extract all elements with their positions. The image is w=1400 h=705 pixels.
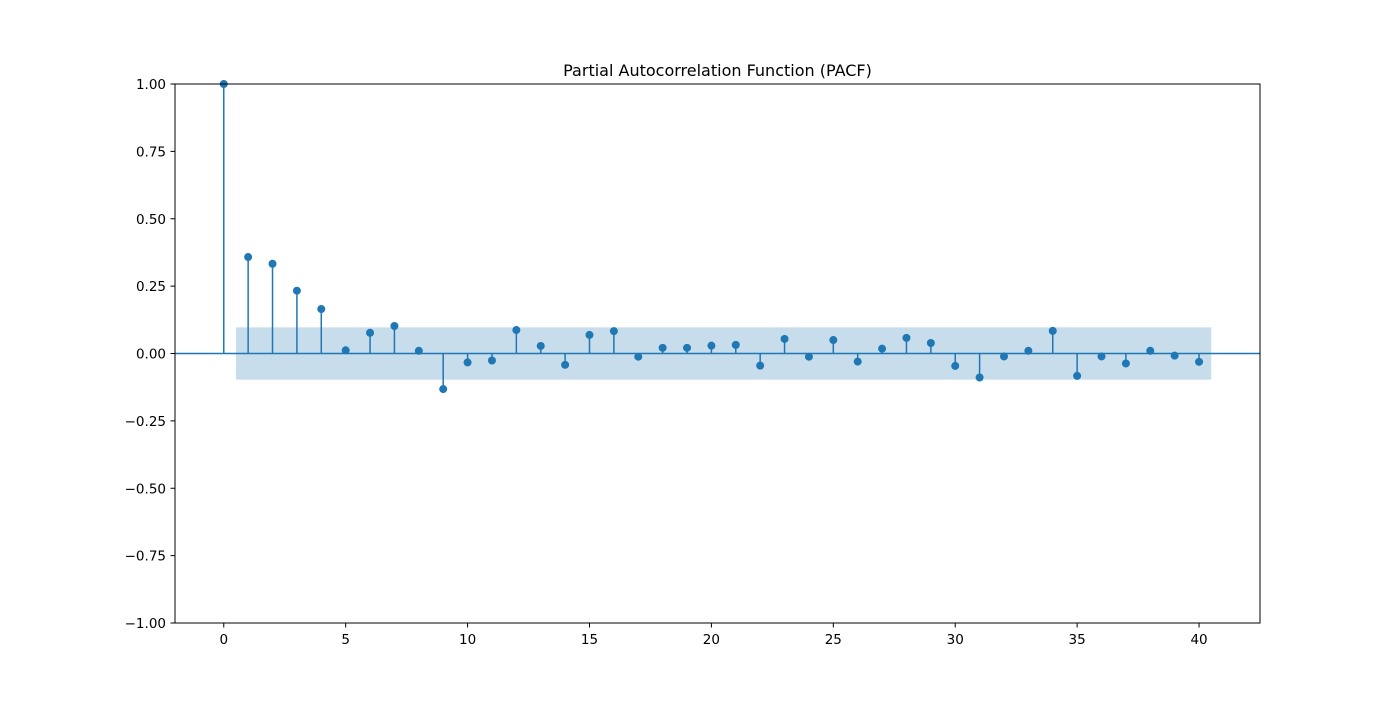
y-tick-label: 0.50 [136, 212, 166, 228]
marker-lag-32 [999, 352, 1008, 361]
x-tick-label: 20 [703, 632, 720, 648]
stem-layer [175, 80, 1260, 394]
marker-lag-10 [463, 358, 472, 367]
marker-lag-22 [756, 361, 765, 370]
x-tick-label: 10 [459, 632, 476, 648]
y-tick-label: 0.75 [136, 144, 166, 160]
marker-lag-34 [1048, 326, 1057, 335]
marker-lag-14 [561, 360, 570, 369]
marker-lag-3 [292, 286, 301, 295]
x-tick-label: 30 [947, 632, 964, 648]
marker-lag-31 [975, 373, 984, 382]
marker-lag-33 [1024, 346, 1033, 355]
y-tick-label: −1.00 [125, 616, 166, 632]
x-tick-label: 15 [581, 632, 598, 648]
x-tick-label: 0 [219, 632, 228, 648]
marker-lag-15 [585, 330, 594, 339]
marker-lag-5 [341, 346, 350, 355]
marker-lag-37 [1121, 359, 1130, 368]
marker-lag-8 [414, 346, 423, 355]
marker-lag-20 [707, 341, 716, 350]
marker-lag-30 [951, 361, 960, 370]
marker-lag-39 [1170, 351, 1179, 360]
marker-lag-9 [439, 385, 448, 394]
marker-lag-28 [902, 333, 911, 342]
y-tick-label: 0.25 [136, 279, 166, 295]
marker-lag-13 [536, 341, 545, 350]
marker-lag-7 [390, 322, 399, 331]
x-tick-label: 25 [825, 632, 842, 648]
y-tick-label: −0.50 [125, 481, 166, 497]
marker-lag-17 [634, 352, 643, 361]
marker-lag-19 [683, 343, 692, 352]
marker-lag-38 [1146, 346, 1155, 355]
y-tick-label: −0.75 [125, 549, 166, 565]
marker-lag-40 [1195, 357, 1204, 366]
marker-lag-12 [512, 326, 521, 335]
marker-lag-21 [731, 340, 740, 349]
marker-lag-11 [487, 356, 496, 365]
chart-title: Partial Autocorrelation Function (PACF) [563, 61, 872, 80]
x-tick-label: 5 [341, 632, 350, 648]
y-tick-label: 1.00 [136, 77, 166, 93]
axis-layer: 0 5 10 15 20 25 30 35 40 1.00 0.75 0.50 0.25 0.00 −0.2… [125, 77, 1261, 648]
marker-lag-6 [366, 328, 375, 337]
marker-lag-25 [829, 336, 838, 345]
x-tick-label: 35 [1069, 632, 1086, 648]
marker-lag-18 [658, 343, 667, 352]
marker-lag-36 [1097, 352, 1106, 361]
marker-lag-24 [804, 352, 813, 361]
marker-lag-27 [878, 344, 887, 353]
marker-lag-23 [780, 334, 789, 343]
marker-lag-16 [609, 327, 618, 336]
marker-lag-35 [1073, 371, 1082, 380]
marker-lag-2 [268, 259, 277, 268]
marker-lag-1 [244, 253, 253, 262]
y-tick-label: −0.25 [125, 414, 166, 430]
y-tick-label: 0.00 [136, 347, 166, 363]
x-tick-label: 40 [1190, 632, 1207, 648]
marker-lag-26 [853, 357, 862, 366]
marker-lag-29 [926, 338, 935, 347]
marker-lag-4 [317, 305, 326, 314]
